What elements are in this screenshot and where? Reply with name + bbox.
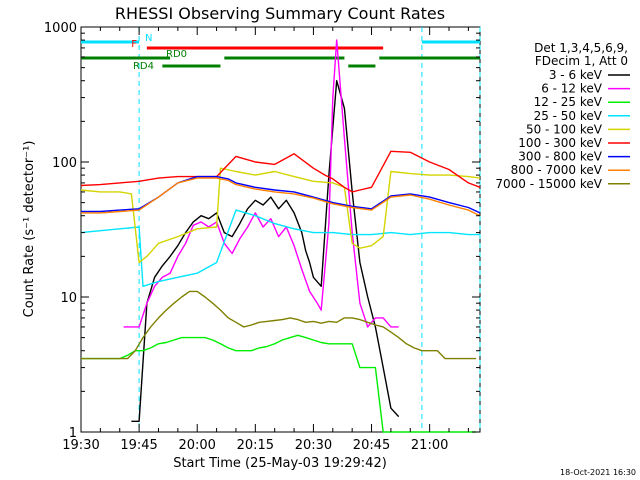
series-line — [131, 79, 400, 422]
y-tick-label: 1000 — [44, 21, 77, 36]
x-axis-label: Start Time (25-May-03 19:29:42) — [173, 456, 387, 471]
x-tick-label: 20:15 — [237, 438, 274, 453]
legend-entry-label: 25 - 50 keV — [534, 109, 603, 123]
series-line — [81, 334, 477, 433]
legend-entry-label: 6 - 12 keV — [541, 82, 603, 96]
y-axis-label: Count Rate (s⁻¹ detector⁻¹) — [22, 141, 37, 318]
legend-entry-label: 3 - 6 keV — [549, 68, 603, 82]
legend-entry-label: 100 - 300 keV — [518, 136, 602, 150]
y-tick-label: 10 — [60, 291, 77, 306]
series-line — [80, 167, 481, 264]
legend-entry-label: 800 - 7000 keV — [511, 163, 603, 177]
legend-entry-label: 12 - 25 keV — [534, 95, 603, 109]
x-tick-label: 20:30 — [295, 438, 332, 453]
legend-header-line1: Det 1,3,4,5,6,9, — [534, 41, 628, 55]
chart-title: RHESSI Observing Summary Count Rates — [115, 4, 445, 23]
x-tick-label: 19:45 — [120, 438, 157, 453]
flag-label-rd4: RD4 — [133, 61, 154, 72]
plot-frame — [80, 26, 481, 433]
series-line — [123, 39, 399, 328]
legend: Det 1,3,4,5,6,9, FDecim 1, Att 0 3 - 6 k… — [495, 41, 630, 191]
x-tick-label: 20:00 — [178, 438, 215, 453]
footer-date: 18-Oct-2021 16:30 — [560, 468, 636, 477]
y-tick-label: 1 — [69, 426, 77, 441]
series-line — [80, 150, 481, 193]
x-tick-label: 19:30 — [62, 438, 99, 453]
y-tick-label: 100 — [52, 156, 77, 171]
flag-label-n: N — [145, 33, 152, 44]
legend-header-line2: FDecim 1, Att 0 — [535, 54, 628, 68]
flag-label-rd0: RD0 — [166, 49, 187, 60]
flag-label-f: F — [131, 39, 137, 50]
legend-entry-label: 300 - 800 keV — [518, 150, 602, 164]
x-tick-label: 21:00 — [411, 438, 448, 453]
x-tick-label: 20:45 — [353, 438, 390, 453]
series-line — [81, 290, 477, 360]
legend-entry-label: 50 - 100 keV — [526, 122, 603, 136]
legend-entry-label: 7000 - 15000 keV — [495, 177, 602, 191]
series-line — [81, 177, 481, 217]
series-line — [80, 209, 480, 287]
